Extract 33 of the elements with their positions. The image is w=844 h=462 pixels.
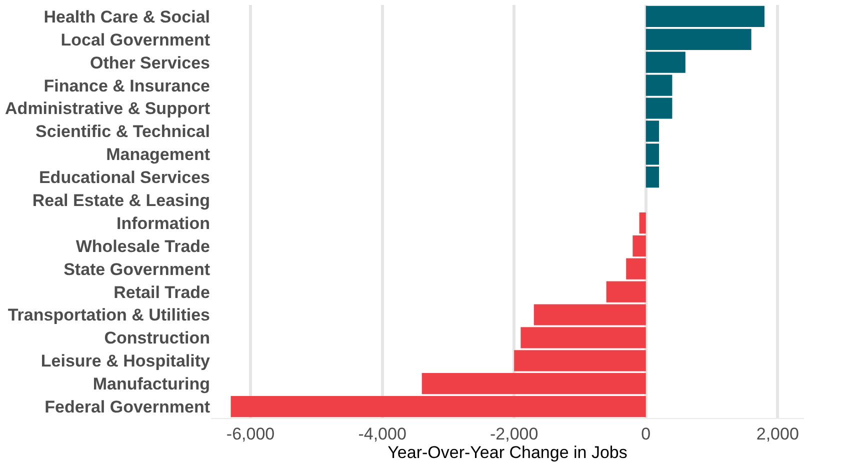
y-tick-label: Transportation & Utilities	[8, 306, 210, 325]
bar	[639, 212, 646, 234]
bar	[422, 373, 646, 394]
y-tick-label: Leisure & Hospitality	[40, 352, 211, 371]
x-tick-label: -6,000	[226, 424, 275, 444]
y-tick-label: Health Care & Social	[44, 7, 210, 26]
bar	[626, 258, 646, 280]
bar	[646, 6, 764, 28]
y-tick-label: Wholesale Trade	[76, 236, 210, 256]
y-tick-label: Retail Trade	[114, 282, 210, 302]
y-tick-label: Other Services	[90, 53, 210, 72]
y-tick-label: State Government	[64, 260, 210, 279]
x-tick-label: -4,000	[358, 424, 406, 444]
x-tick-label: -2,000	[490, 424, 538, 444]
bar	[230, 396, 646, 418]
bar	[646, 28, 752, 50]
y-tick-label: Construction	[104, 328, 210, 348]
y-tick-label: Manufacturing	[92, 374, 210, 394]
y-tick-label: Federal Government	[44, 397, 210, 416]
y-tick-label: Local Government	[60, 30, 210, 50]
y-tick-label: Management	[106, 145, 210, 164]
bar	[646, 52, 686, 73]
y-tick-label: Real Estate & Leasing	[32, 190, 210, 210]
y-tick-label: Educational Services	[38, 168, 210, 188]
x-tick-label: 0	[641, 424, 651, 444]
x-axis-title: Year-Over-Year Change in Jobs	[388, 443, 628, 462]
y-tick-label: Finance & Insurance	[44, 76, 210, 96]
x-tick-label: 2,000	[756, 424, 799, 444]
y-tick-label: Information	[116, 214, 210, 233]
bar	[632, 235, 646, 256]
y-tick-label: Scientific & Technical	[36, 122, 210, 142]
bar	[646, 166, 660, 188]
y-tick-label: Administrative & Support	[5, 99, 210, 118]
